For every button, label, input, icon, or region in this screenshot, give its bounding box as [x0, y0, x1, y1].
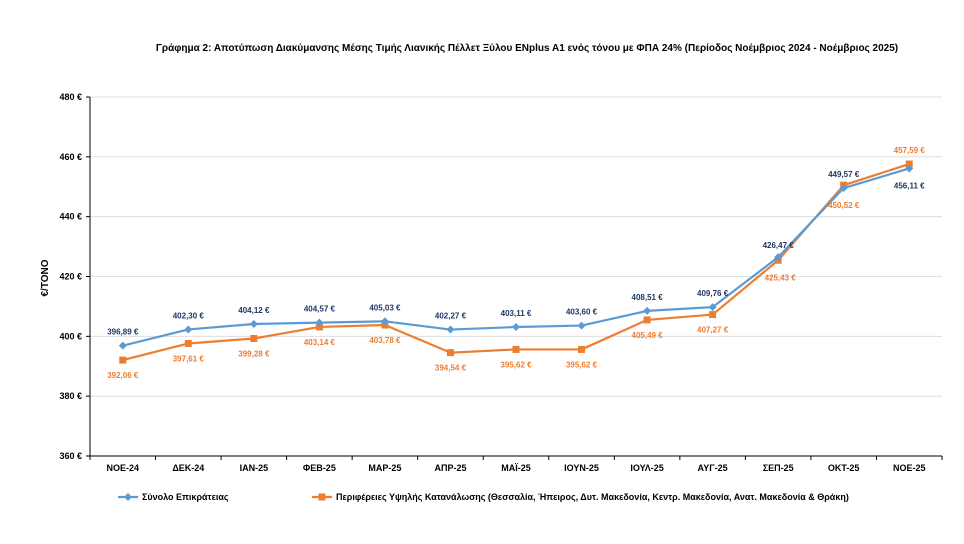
- data-point: [774, 253, 783, 262]
- legend-label: Περιφέρειες Υψηλής Κατανάλωσης (Θεσσαλία…: [336, 492, 849, 502]
- data-label: 409,76 €: [697, 289, 729, 298]
- data-label: 403,78 €: [369, 336, 401, 345]
- data-labels: 396,89 € 402,30 € 404,12 € 404,57 € 405,03 €…: [107, 146, 925, 380]
- data-point: [708, 303, 717, 312]
- y-tick-label: 480 €: [59, 92, 82, 102]
- data-label: 426,47 €: [763, 241, 795, 250]
- data-label: 449,57 €: [828, 170, 860, 179]
- data-point: [512, 345, 520, 353]
- x-tick-label: ΜΑΡ-25: [368, 463, 401, 473]
- data-label: 402,30 €: [173, 311, 205, 320]
- data-label: 457,59 €: [894, 146, 926, 155]
- data-point: [315, 323, 323, 331]
- data-label: 404,57 €: [304, 305, 336, 314]
- x-tick-label: ΝΟΕ-25: [893, 463, 926, 473]
- data-label: 405,03 €: [369, 303, 401, 312]
- x-tick-label: ΦΕΒ-25: [303, 463, 336, 473]
- data-label: 396,89 €: [107, 328, 139, 337]
- data-point: [446, 325, 455, 334]
- y-tick-label: 440 €: [59, 212, 82, 222]
- data-point: [905, 160, 913, 168]
- y-tick-label: 460 €: [59, 152, 82, 162]
- data-label: 408,51 €: [632, 293, 664, 302]
- data-label: 395,62 €: [500, 360, 532, 369]
- x-axis-ticks: ΝΟΕ-24 ΔΕΚ-24 ΙΑΝ-25 ΦΕΒ-25 ΜΑΡ-25 ΑΠΡ-25 ΜΑΪ-…: [89, 456, 943, 473]
- x-tick-label: ΔΕΚ-24: [172, 463, 204, 473]
- data-label: 394,54 €: [435, 364, 467, 373]
- data-point: [119, 356, 127, 364]
- x-tick-label: ΟΚΤ-25: [828, 463, 860, 473]
- x-tick-label: ΜΑΪ-25: [501, 463, 531, 473]
- data-label: 403,60 €: [566, 308, 598, 317]
- x-tick-label: ΣΕΠ-25: [763, 463, 794, 473]
- data-point: [118, 341, 127, 350]
- x-tick-label: ΑΥΓ-25: [698, 463, 728, 473]
- data-point: [643, 306, 652, 315]
- x-tick-label: ΙΟΥΛ-25: [630, 463, 663, 473]
- data-point: [643, 316, 651, 324]
- data-point: [184, 325, 193, 334]
- data-label: 404,12 €: [238, 306, 270, 315]
- series-layer: [118, 160, 914, 364]
- y-tick-label: 360 €: [59, 451, 82, 461]
- data-label: 402,27 €: [435, 312, 467, 321]
- data-point: [512, 323, 520, 332]
- data-label: 403,14 €: [304, 338, 336, 347]
- x-tick-label: ΝΟΕ-24: [107, 463, 140, 473]
- data-label: 392,06 €: [107, 371, 139, 380]
- data-point: [905, 164, 914, 173]
- gridlines: [89, 96, 942, 457]
- data-point: [250, 334, 258, 342]
- data-label: 403,11 €: [501, 309, 532, 318]
- data-label: 450,52 €: [828, 201, 860, 210]
- data-point: [184, 339, 192, 347]
- data-label: 407,27 €: [697, 326, 729, 335]
- data-label: 399,28 €: [238, 349, 270, 358]
- y-tick-label: 420 €: [59, 272, 82, 282]
- y-tick-label: 380 €: [59, 391, 82, 401]
- x-tick-label: ΙΑΝ-25: [240, 463, 269, 473]
- data-label: 395,62 €: [566, 360, 598, 369]
- data-point: [577, 321, 586, 330]
- legend-label: Σύνολο Επικράτειας: [142, 492, 229, 502]
- y-axis-ticks: 360 € 380 € 400 € 420 € 440 € 460 € 480 €: [59, 92, 90, 461]
- data-point: [578, 345, 586, 353]
- data-label: 397,61 €: [173, 354, 205, 363]
- data-label: 456,11 €: [894, 181, 925, 190]
- chart-title: Γράφημα 2: Αποτύπωση Διακύμανσης Μέσης Τ…: [156, 43, 898, 54]
- legend-marker: [318, 493, 326, 501]
- data-point: [249, 320, 258, 329]
- data-label: 405,49 €: [632, 331, 664, 340]
- x-tick-label: ΑΠΡ-25: [434, 463, 466, 473]
- legend-marker: [124, 493, 132, 501]
- x-tick-label: ΙΟΥΝ-25: [564, 463, 599, 473]
- data-point: [315, 318, 324, 327]
- data-point: [446, 349, 454, 357]
- data-point: [709, 311, 717, 319]
- data-point: [839, 184, 848, 193]
- y-axis-label: €/ΤΟΝΟ: [40, 259, 51, 296]
- data-label: 425,43 €: [765, 273, 797, 282]
- data-point: [380, 317, 389, 326]
- y-tick-label: 400 €: [59, 331, 82, 341]
- legend: Σύνολο Επικράτειας Περιφέρειες Υψηλής Κατ…: [118, 492, 849, 502]
